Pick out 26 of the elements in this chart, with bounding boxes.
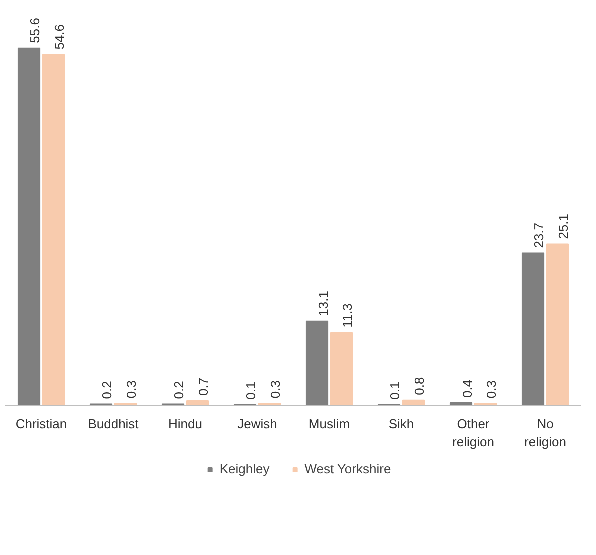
- data-label: 23.7: [532, 222, 547, 248]
- data-label: 0.3: [484, 380, 500, 399]
- x-tick-label: Jewish: [238, 416, 278, 432]
- legend-label: Keighley: [220, 462, 270, 476]
- data-label: 0.2: [100, 381, 115, 400]
- data-label: 0.2: [172, 381, 187, 400]
- x-tick-label: Other religion: [452, 416, 494, 450]
- data-label: 0.1: [244, 382, 259, 400]
- data-label: 0.7: [196, 378, 212, 396]
- data-label: 55.6: [28, 18, 43, 44]
- x-tick-label: Buddhist: [88, 416, 140, 432]
- data-label: 0.1: [388, 382, 403, 400]
- x-tick-label: Muslim: [308, 416, 350, 432]
- legend-label: West Yorkshire: [304, 462, 392, 476]
- x-tick-label: Hindu: [168, 416, 202, 432]
- x-tick-label: Christian: [16, 416, 68, 432]
- data-label: 25.1: [556, 214, 572, 240]
- data-label: 54.6: [52, 24, 68, 50]
- x-tick-label: Sikh: [388, 416, 414, 432]
- data-label: 13.1: [316, 291, 331, 316]
- data-label: 0.8: [412, 377, 428, 396]
- x-tick-label: No religion: [524, 416, 566, 450]
- data-label: 0.3: [268, 380, 284, 399]
- data-label: 0.4: [460, 380, 475, 398]
- data-label: 0.3: [124, 380, 140, 399]
- data-label: 11.3: [340, 304, 356, 328]
